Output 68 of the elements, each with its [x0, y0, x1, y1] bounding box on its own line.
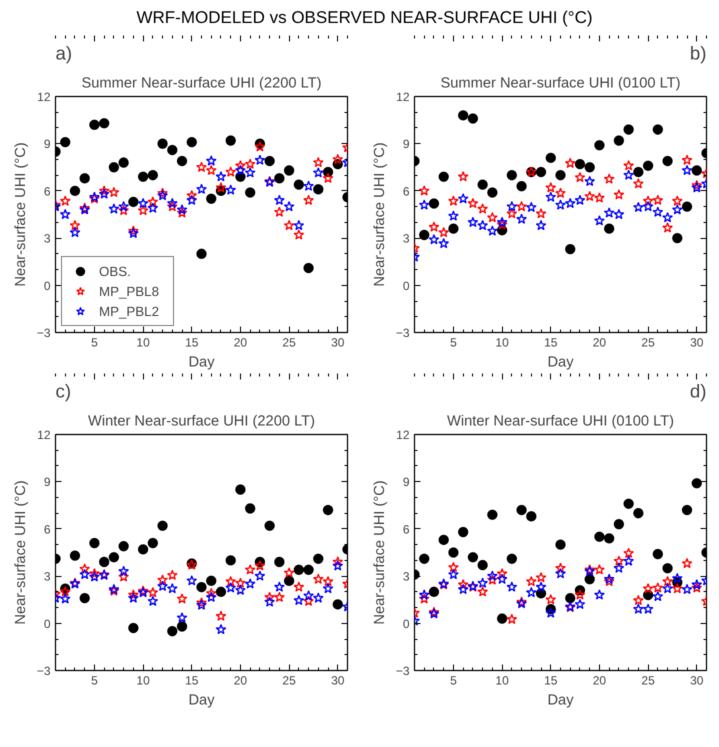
x-tick-label: 10 [136, 336, 150, 350]
y-tick-label: 9 [44, 137, 51, 152]
y-axis-title: Near-surface UHI (°C) [372, 142, 388, 287]
legend-label: MP_PBL8 [99, 284, 160, 299]
x-axis-title: Day [547, 354, 574, 371]
x-tick-label: 20 [234, 674, 248, 688]
y-tick-label: −3 [396, 664, 410, 678]
y-tick-label: 3 [44, 232, 51, 246]
chart-title: Summer Near-surface UHI (0100 LT) [440, 76, 680, 92]
y-tick-label: 12 [396, 428, 410, 442]
legend-label: MP_PBL2 [99, 304, 160, 319]
text: b) [690, 42, 707, 64]
x-tick-label: 30 [690, 336, 704, 350]
y-tick-label: 0 [402, 279, 410, 294]
x-axis-title: Day [188, 354, 216, 371]
y-tick-label: 6 [402, 522, 410, 537]
text: WRF-MODELED vs OBSERVED NEAR-SURFACE UHI (°C) [136, 7, 593, 29]
chart-title: Summer Near-surface UHI (2200 LT) [82, 76, 322, 92]
y-axis-title: Near-surface UHI (°C) [12, 142, 29, 287]
x-tick-label: 20 [592, 674, 606, 688]
y-tick-label: 3 [402, 570, 410, 584]
x-tick-label: 30 [331, 336, 345, 350]
x-axis-title: Day [547, 692, 574, 709]
text: d) [690, 380, 707, 402]
legend-label: OBS. [99, 264, 132, 279]
x-tick-label: 10 [136, 674, 150, 688]
x-tick-label: 25 [282, 336, 296, 350]
chart-title: Winter Near-surface UHI (0100 LT) [447, 414, 674, 430]
y-tick-label: 3 [44, 570, 51, 584]
x-tick-label: 15 [544, 674, 558, 688]
y-tick-label: 0 [44, 617, 51, 632]
y-tick-label: 6 [44, 522, 51, 537]
y-tick-label: 0 [402, 617, 410, 632]
y-tick-label: 0 [44, 279, 51, 294]
chart-title: Winter Near-surface UHI (2200 LT) [88, 414, 315, 430]
text: a) [56, 42, 72, 64]
x-tick-label: 10 [495, 674, 510, 688]
y-tick-label: 9 [44, 475, 51, 490]
x-axis-title: Day [188, 692, 216, 709]
y-tick-label: 9 [402, 137, 410, 152]
y-tick-label: 3 [402, 232, 410, 246]
x-tick-label: 15 [544, 336, 558, 350]
x-tick-label: 20 [234, 336, 248, 350]
x-tick-label: 25 [641, 674, 656, 688]
y-tick-label: 6 [44, 184, 51, 199]
x-tick-label: 5 [450, 674, 458, 688]
x-tick-label: 5 [91, 336, 98, 350]
x-tick-label: 5 [91, 674, 98, 688]
y-tick-label: −3 [396, 326, 410, 340]
text: c) [56, 380, 72, 402]
x-tick-label: 15 [185, 674, 199, 688]
y-tick-label: 6 [402, 184, 410, 199]
x-tick-label: 25 [282, 674, 296, 688]
y-axis-title: Near-surface UHI (°C) [372, 480, 388, 625]
y-axis-title: Near-surface UHI (°C) [12, 480, 29, 625]
x-tick-label: 5 [450, 336, 458, 350]
x-tick-label: 30 [331, 674, 345, 688]
y-tick-label: 12 [37, 90, 51, 104]
y-tick-label: 12 [396, 90, 410, 104]
x-tick-label: 20 [592, 336, 606, 350]
y-tick-label: −3 [36, 326, 51, 340]
y-tick-label: −3 [36, 664, 51, 678]
y-tick-label: 12 [37, 428, 51, 442]
x-tick-label: 15 [185, 336, 199, 350]
y-tick-label: 9 [402, 475, 410, 490]
x-tick-label: 25 [641, 336, 656, 350]
x-tick-label: 30 [690, 674, 704, 688]
x-tick-label: 10 [495, 336, 510, 350]
